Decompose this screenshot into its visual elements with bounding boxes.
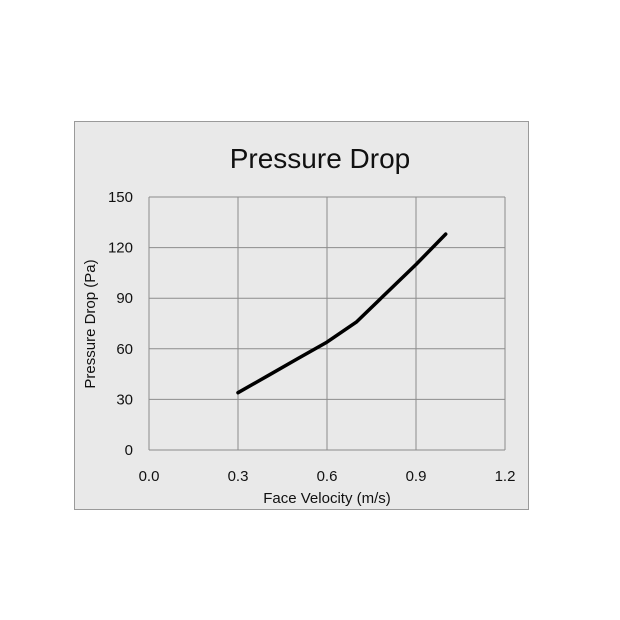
y-tick-label: 30: [116, 391, 133, 408]
y-tick-label: 90: [116, 290, 133, 307]
x-tick-label: 0.3: [228, 468, 249, 485]
grid-layer: [148, 196, 506, 451]
series-line-0: [236, 232, 448, 395]
y-axis-title: Pressure Drop (Pa): [82, 259, 99, 388]
tick-labels: 0.0 0.3 0.6 0.9 1.2 0 30 60 90 120 150: [108, 189, 515, 485]
series-layer: [236, 232, 448, 395]
x-tick-label: 1.2: [495, 468, 516, 485]
chart-panel: [74, 121, 529, 510]
chart-title: Pressure Drop: [229, 143, 411, 174]
x-tick-label: 0.0: [139, 468, 160, 485]
y-tick-label: 150: [108, 189, 133, 206]
x-tick-label: 0.9: [406, 468, 427, 485]
y-tick-label: 120: [108, 240, 133, 257]
y-tick-label: 0: [125, 442, 133, 459]
x-axis-title: Face Velocity (m/s): [263, 490, 391, 507]
x-tick-label: 0.6: [317, 468, 338, 485]
y-tick-label: 60: [116, 341, 133, 358]
